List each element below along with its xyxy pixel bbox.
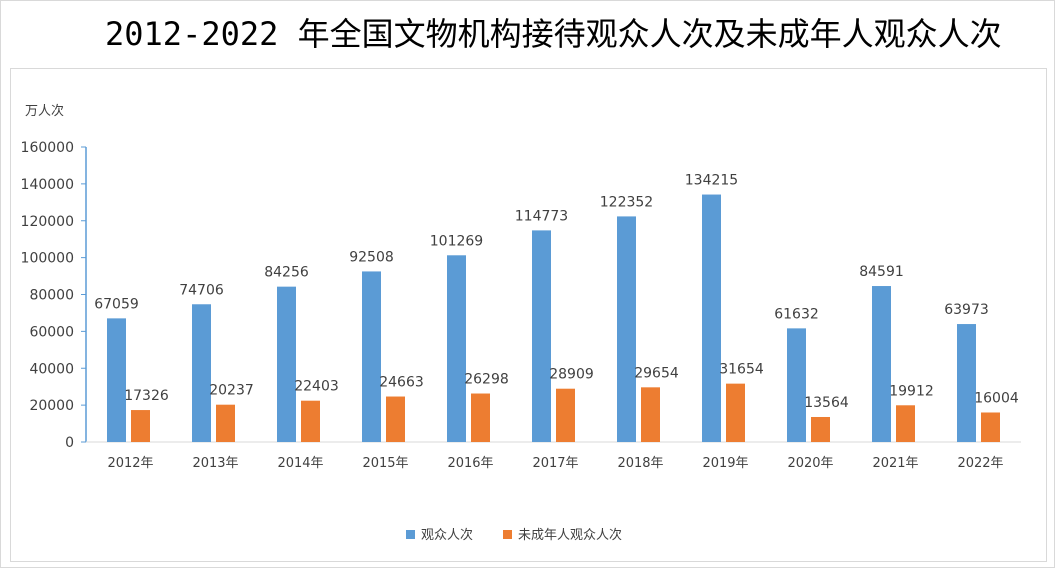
y-tick-label: 40000 (29, 361, 74, 377)
bar-visitors (362, 271, 381, 442)
data-label: 74706 (179, 282, 224, 298)
data-label: 22403 (294, 379, 339, 395)
x-tick-label: 2016年 (447, 456, 493, 471)
data-label: 24663 (379, 375, 424, 391)
data-label: 17326 (124, 388, 169, 404)
y-tick-label: 20000 (29, 398, 74, 414)
data-label: 19912 (889, 383, 934, 399)
chart-panel: 万人次 0 20000 40000 60000 80000 100000 120000 1400… (10, 68, 1047, 562)
bar-visitors (192, 304, 211, 442)
y-tick-label: 0 (65, 435, 74, 451)
y-tick-label: 160000 (21, 140, 74, 156)
x-tick-label: 2015年 (362, 456, 408, 471)
data-label: 28909 (549, 367, 594, 383)
y-axis-label: 万人次 (25, 103, 64, 119)
x-tick-label: 2020年 (787, 456, 833, 471)
x-tick-label: 2018年 (617, 456, 663, 471)
bar-minors (641, 387, 660, 442)
bar-visitors (277, 286, 296, 442)
bar-minors (386, 396, 405, 442)
data-label: 101269 (430, 233, 483, 249)
bar-minors (896, 405, 915, 442)
bar-minors (726, 383, 745, 442)
x-tick-label: 2012年 (107, 456, 153, 471)
bar-visitors (957, 324, 976, 442)
x-tick-label: 2019年 (702, 456, 748, 471)
data-label: 122352 (600, 194, 653, 210)
bar-minors (301, 400, 320, 442)
legend-swatch (503, 530, 512, 539)
y-tick-label: 60000 (29, 324, 74, 340)
y-tick-label: 100000 (21, 251, 74, 267)
data-label: 92508 (349, 249, 394, 265)
bar-minors (981, 412, 1000, 442)
bar-minors (811, 416, 830, 442)
bar-minors (471, 393, 490, 442)
bar-visitors (447, 255, 466, 442)
x-tick-label: 2013年 (192, 456, 238, 471)
data-label: 13564 (804, 395, 849, 411)
y-tick-label: 80000 (29, 288, 74, 304)
x-tick-label: 2021年 (872, 456, 918, 471)
bar-visitors (617, 216, 636, 442)
bar-chart: 万人次 0 20000 40000 60000 80000 100000 120000 1400… (21, 103, 1021, 543)
bar-visitors (107, 318, 126, 442)
bar-minors (556, 388, 575, 442)
bar-visitors (532, 230, 551, 442)
y-tick-label: 140000 (21, 177, 74, 193)
data-label: 29654 (634, 365, 679, 381)
x-tick-label: 2022年 (957, 456, 1003, 471)
chart-title: 2012-2022 年全国文物机构接待观众人次及未成年人观众人次 (105, 15, 1002, 53)
data-label: 20237 (209, 383, 254, 399)
x-tick-label: 2014年 (277, 456, 323, 471)
data-label: 31654 (719, 362, 764, 378)
data-label: 134215 (685, 173, 738, 189)
y-tick-label: 120000 (21, 214, 74, 230)
data-label: 16004 (974, 390, 1019, 406)
legend-swatch (406, 530, 415, 539)
data-label: 84591 (859, 264, 904, 280)
data-label: 26298 (464, 372, 509, 388)
bar-minors (131, 410, 150, 442)
x-tick-label: 2017年 (532, 456, 578, 471)
legend-label: 观众人次 (421, 527, 473, 543)
legend-label: 未成年人观众人次 (518, 527, 622, 543)
data-label: 84256 (264, 265, 309, 281)
bar-minors (216, 404, 235, 442)
data-label: 63973 (944, 302, 989, 318)
data-label: 114773 (515, 208, 568, 224)
data-label: 67059 (94, 296, 139, 312)
data-label: 61632 (774, 306, 819, 322)
bar-visitors (872, 286, 891, 442)
bar-visitors (702, 194, 721, 442)
bar-visitors (787, 328, 806, 442)
